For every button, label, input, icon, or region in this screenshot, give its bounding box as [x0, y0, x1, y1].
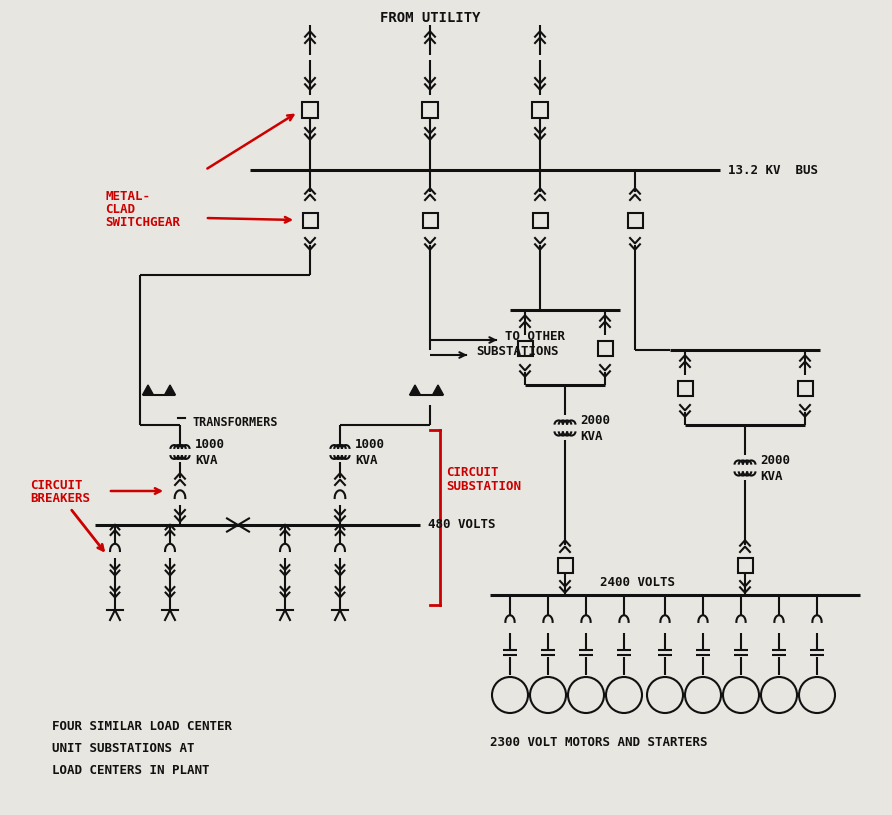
Text: 480 VOLTS: 480 VOLTS [428, 518, 495, 531]
Bar [422, 102, 438, 118]
Text: SWITCHGEAR: SWITCHGEAR [105, 215, 180, 228]
Polygon shape [409, 385, 420, 395]
Text: 1000
KVA: 1000 KVA [355, 438, 385, 466]
Bar [532, 102, 548, 118]
Bar [517, 341, 533, 355]
Text: METAL-: METAL- [105, 190, 150, 202]
Polygon shape [143, 385, 153, 395]
Bar [678, 381, 692, 395]
Text: CIRCUIT: CIRCUIT [30, 478, 82, 491]
Polygon shape [164, 385, 176, 395]
Text: 2000
KVA: 2000 KVA [760, 453, 790, 482]
Bar [533, 213, 548, 227]
Text: CIRCUIT: CIRCUIT [446, 465, 499, 478]
Bar [738, 557, 753, 572]
Text: TO OTHER: TO OTHER [505, 329, 565, 342]
Bar [423, 213, 437, 227]
Text: TRANSFORMERS: TRANSFORMERS [192, 416, 277, 429]
Text: 13.2 KV  BUS: 13.2 KV BUS [728, 164, 818, 177]
Text: 2300 VOLT MOTORS AND STARTERS: 2300 VOLT MOTORS AND STARTERS [490, 737, 707, 750]
Bar [598, 341, 613, 355]
Polygon shape [433, 385, 443, 395]
Text: 2000
KVA: 2000 KVA [580, 413, 610, 443]
Text: BREAKERS: BREAKERS [30, 491, 90, 504]
Text: SUBSTATIONS: SUBSTATIONS [476, 345, 558, 358]
Bar [558, 557, 573, 572]
Bar [302, 213, 318, 227]
Text: FROM UTILITY: FROM UTILITY [380, 11, 480, 25]
Text: 1000
KVA: 1000 KVA [195, 438, 225, 466]
Bar [627, 213, 642, 227]
Text: 2400 VOLTS: 2400 VOLTS [600, 576, 675, 589]
Bar [797, 381, 813, 395]
Text: FOUR SIMILAR LOAD CENTER
UNIT SUBSTATIONS AT
LOAD CENTERS IN PLANT: FOUR SIMILAR LOAD CENTER UNIT SUBSTATION… [52, 720, 232, 777]
Text: SUBSTATION: SUBSTATION [446, 479, 521, 492]
Bar [302, 102, 318, 118]
Text: CLAD: CLAD [105, 202, 135, 215]
